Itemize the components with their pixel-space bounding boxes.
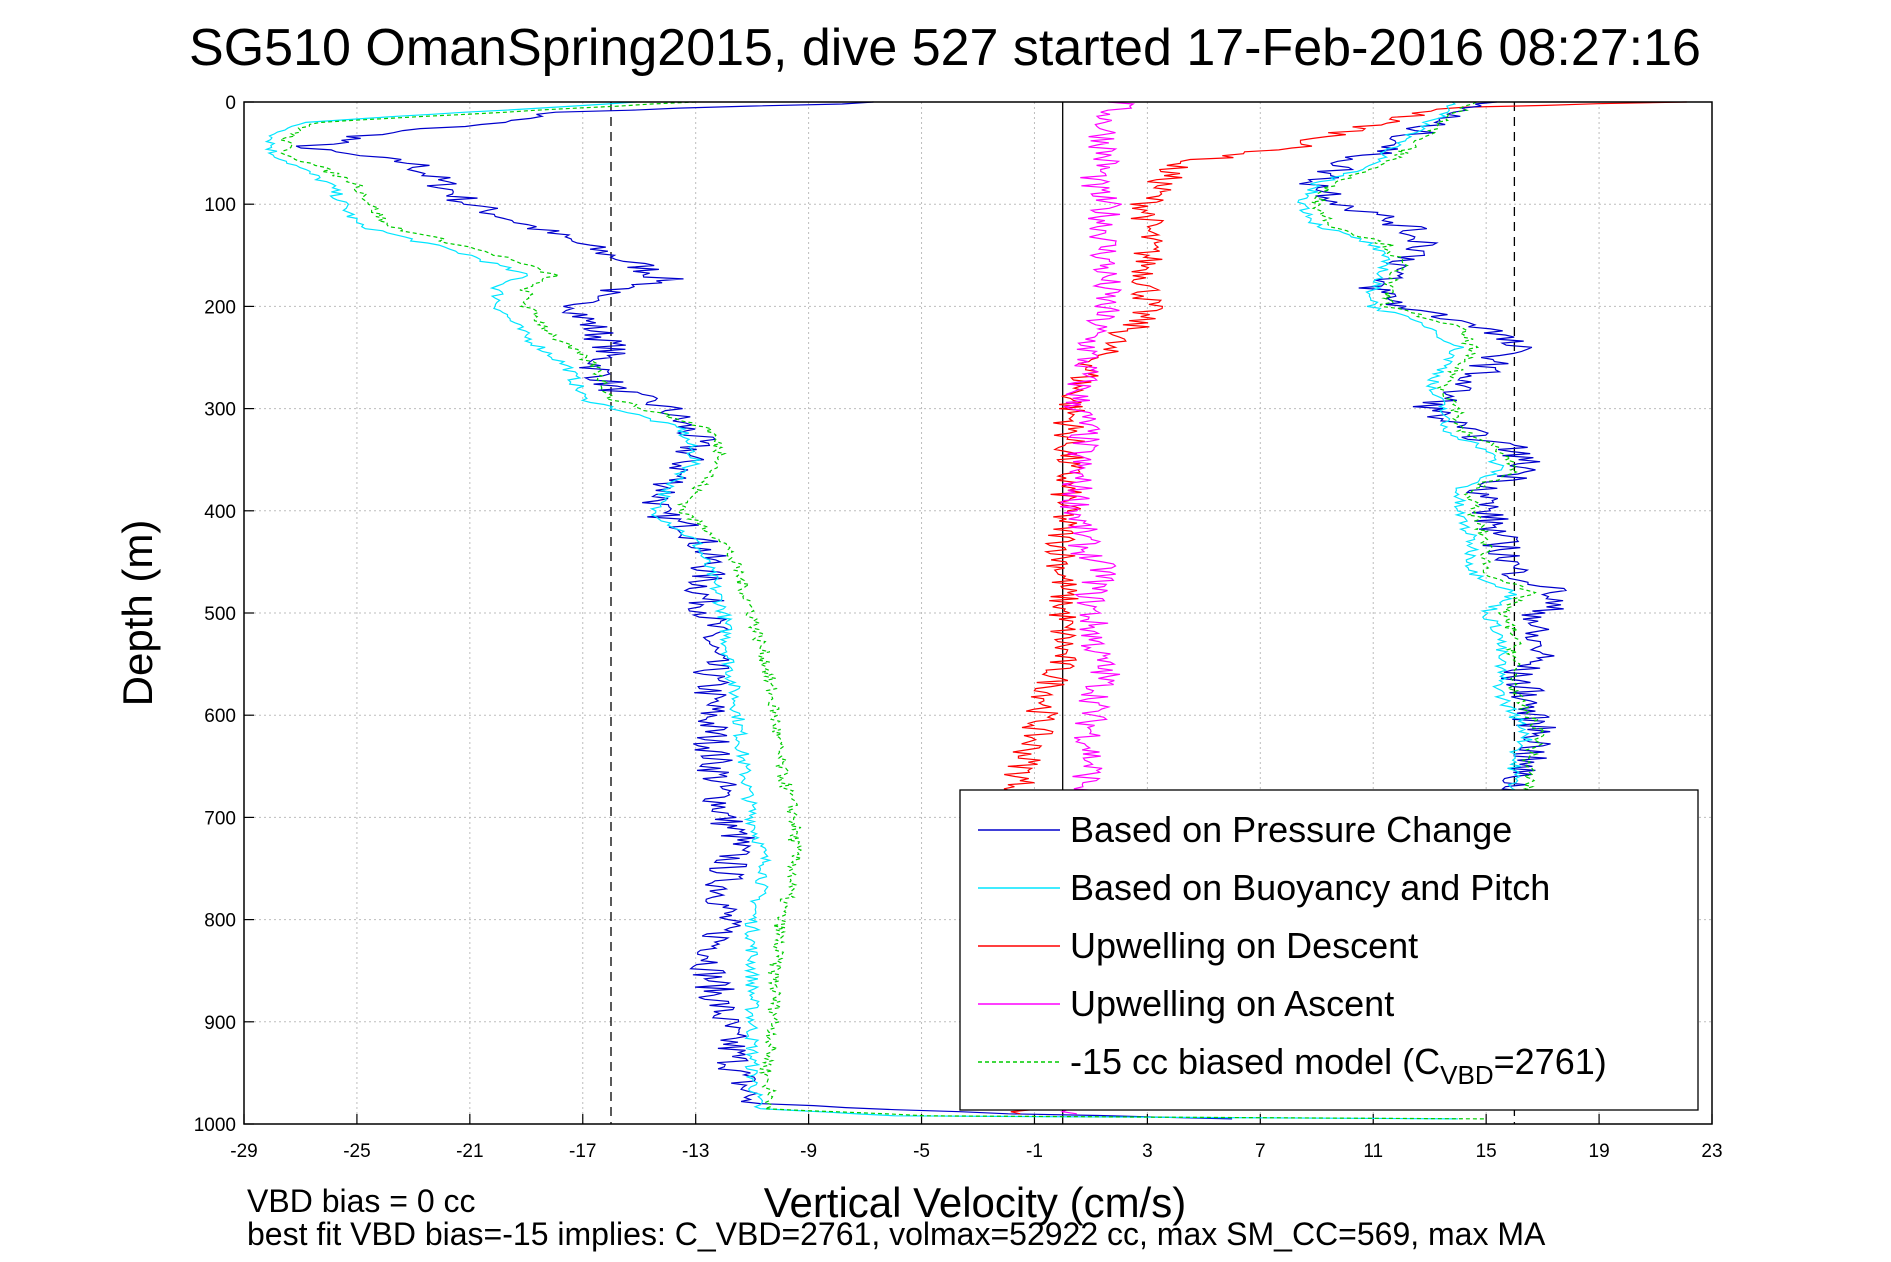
x-tick-label: 23 [1701,1141,1722,1162]
y-tick-label: 500 [204,604,236,625]
ascent-line-0 [1299,101,1568,798]
x-tick-labels: -29 -25 -21 -17 -13 -9 -5 -1 3 7 11 15 19 23 [230,1141,1722,1162]
x-tick-label: -17 [569,1141,596,1162]
y-tick-label: 900 [204,1013,236,1034]
x-tick-label: 3 [1142,1141,1153,1162]
x-tick-label: 7 [1255,1141,1266,1162]
legend-box [959,789,1699,1111]
x-tick-label: -25 [343,1141,370,1162]
y-tick-labels: 0 100 200 300 400 500 600 700 800 900 1000 [194,93,236,1136]
x-tick-label: -5 [913,1141,930,1162]
x-axis-label: Vertical Velocity (cm/s) [764,1179,1186,1226]
y-tick-label: 100 [204,195,236,216]
legend-label: Based on Buoyancy and Pitch [1070,867,1550,908]
legend-label: -15 cc biased model (CVBD=2761) [1070,1041,1607,1090]
y-tick-label: 400 [204,502,236,523]
series-line-0 [295,101,1233,1120]
legend-label: Based on Pressure Change [1070,809,1512,850]
footer-vbd-bias: VBD bias = 0 cc [247,1183,476,1219]
y-tick-label: 0 [225,93,236,114]
series-line-4 [278,101,1487,1120]
ascent-line-2 [1311,101,1547,798]
legend-label: Upwelling on Ascent [1070,983,1394,1024]
ascent-line-1 [1297,101,1533,798]
x-tick-label: -29 [230,1141,257,1162]
legend-label: Upwelling on Descent [1070,925,1418,966]
x-tick-label: -13 [682,1141,709,1162]
x-tick-label: -21 [456,1141,483,1162]
x-tick-label: -1 [1026,1141,1043,1162]
y-axis-label: Depth (m) [114,520,161,707]
y-tick-label: 200 [204,297,236,318]
x-tick-label: 19 [1589,1141,1610,1162]
y-tick-label: 1000 [194,1115,236,1136]
series-line-1 [264,101,1458,1120]
y-tick-label: 300 [204,400,236,421]
plot-frame [243,101,1713,1125]
x-tick-label: -9 [800,1141,817,1162]
x-tick-label: 11 [1363,1141,1383,1162]
x-tick-label: 15 [1476,1141,1497,1162]
legend: Based on Pressure Change Based on Buoyanc… [959,789,1699,1111]
footer-best-fit: best fit VBD bias=-15 implies: C_VBD=276… [247,1216,1546,1252]
y-tick-label: 800 [204,911,236,932]
y-tick-label: 600 [204,706,236,727]
y-tick-label: 700 [204,808,236,829]
chart-title: SG510 OmanSpring2015, dive 527 started 1… [189,19,1701,77]
